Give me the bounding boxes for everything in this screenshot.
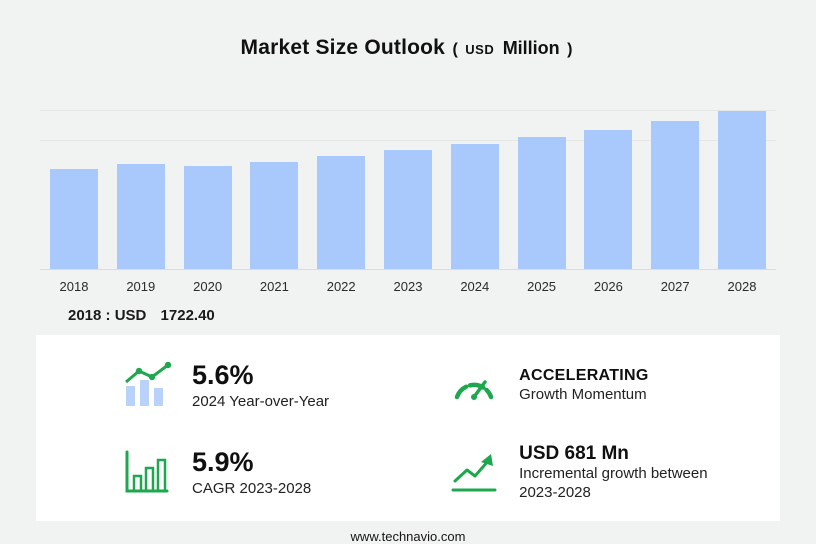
x-label-2025: 2025 <box>527 279 557 294</box>
x-label-2027: 2027 <box>660 279 690 294</box>
stat-text: 5.6% 2024 Year-over-Year <box>192 359 329 412</box>
bar-2021 <box>250 162 299 269</box>
base-year-annotation: 2018 : USD 1722.40 <box>68 307 816 324</box>
stat-incremental: USD 681 Mn Incremental growth between 20… <box>447 442 750 503</box>
bar-2018 <box>50 169 98 269</box>
speedometer-icon <box>447 367 501 403</box>
stat-value: USD 681 Mn <box>519 442 629 464</box>
title-currency-label: USD <box>465 42 495 57</box>
x-label-2020: 2020 <box>193 279 223 294</box>
stat-yoy: 5.6% 2024 Year-over-Year <box>120 359 447 412</box>
stats-panel: 5.6% 2024 Year-over-Year ACCELERATING Gr… <box>36 335 780 521</box>
x-label-2019: 2019 <box>126 279 156 294</box>
stat-value: ACCELERATING <box>519 366 649 384</box>
title-text: Market Size Outlook <box>240 36 446 59</box>
stat-label: Growth Momentum <box>519 385 647 403</box>
bar-2027 <box>651 121 700 269</box>
stat-text: ACCELERATING Growth Momentum <box>519 366 649 405</box>
incremental-growth-icon <box>447 451 501 493</box>
annotation-value: 1722.40 <box>160 307 215 324</box>
stat-value: 5.9% <box>192 446 254 477</box>
bar-2028 <box>717 111 766 269</box>
bar-2025 <box>517 137 566 269</box>
cagr-chart-icon <box>120 449 174 495</box>
stat-label: 2024 Year-over-Year <box>192 392 330 410</box>
bars <box>50 110 766 269</box>
stat-cagr: 5.9% CAGR 2023-2028 <box>120 446 447 499</box>
bar-2022 <box>317 156 366 269</box>
stat-label: Incremental growth between 2023-2028 <box>519 465 708 501</box>
bar-2026 <box>584 130 633 269</box>
x-label-2026: 2026 <box>593 279 623 294</box>
stat-text: 5.9% CAGR 2023-2028 <box>192 446 311 499</box>
footer-url: www.technavio.com <box>350 528 466 544</box>
title-unit-label: Million <box>502 38 560 58</box>
market-size-bar-chart <box>40 110 776 270</box>
x-label-2024: 2024 <box>460 279 490 294</box>
yoy-bar-chart-icon <box>120 362 174 408</box>
gridline <box>40 110 776 111</box>
x-label-2018: 2018 <box>59 279 89 294</box>
bar-2020 <box>183 166 232 269</box>
stat-text: USD 681 Mn Incremental growth between 20… <box>519 442 719 503</box>
page-title: Market Size Outlook ( USD Million ) <box>0 0 816 60</box>
stat-momentum: ACCELERATING Growth Momentum <box>447 366 750 405</box>
x-label-2022: 2022 <box>326 279 356 294</box>
bar-2024 <box>450 144 499 269</box>
title-paren-close: ) <box>567 41 573 58</box>
gridline <box>40 140 776 141</box>
bar-2019 <box>116 164 165 269</box>
title-paren-open: ( <box>452 41 458 58</box>
bar-2023 <box>383 150 432 269</box>
x-label-2023: 2023 <box>393 279 423 294</box>
annotation-label: 2018 : USD <box>68 307 147 324</box>
stat-label: CAGR 2023-2028 <box>192 479 312 497</box>
x-label-2028: 2028 <box>727 279 757 294</box>
stat-value: 5.6% <box>192 360 254 390</box>
x-label-2021: 2021 <box>259 279 289 294</box>
x-axis-labels: 2018 2019 2020 2021 2022 2023 2024 2025 2026 2027… <box>50 279 766 294</box>
